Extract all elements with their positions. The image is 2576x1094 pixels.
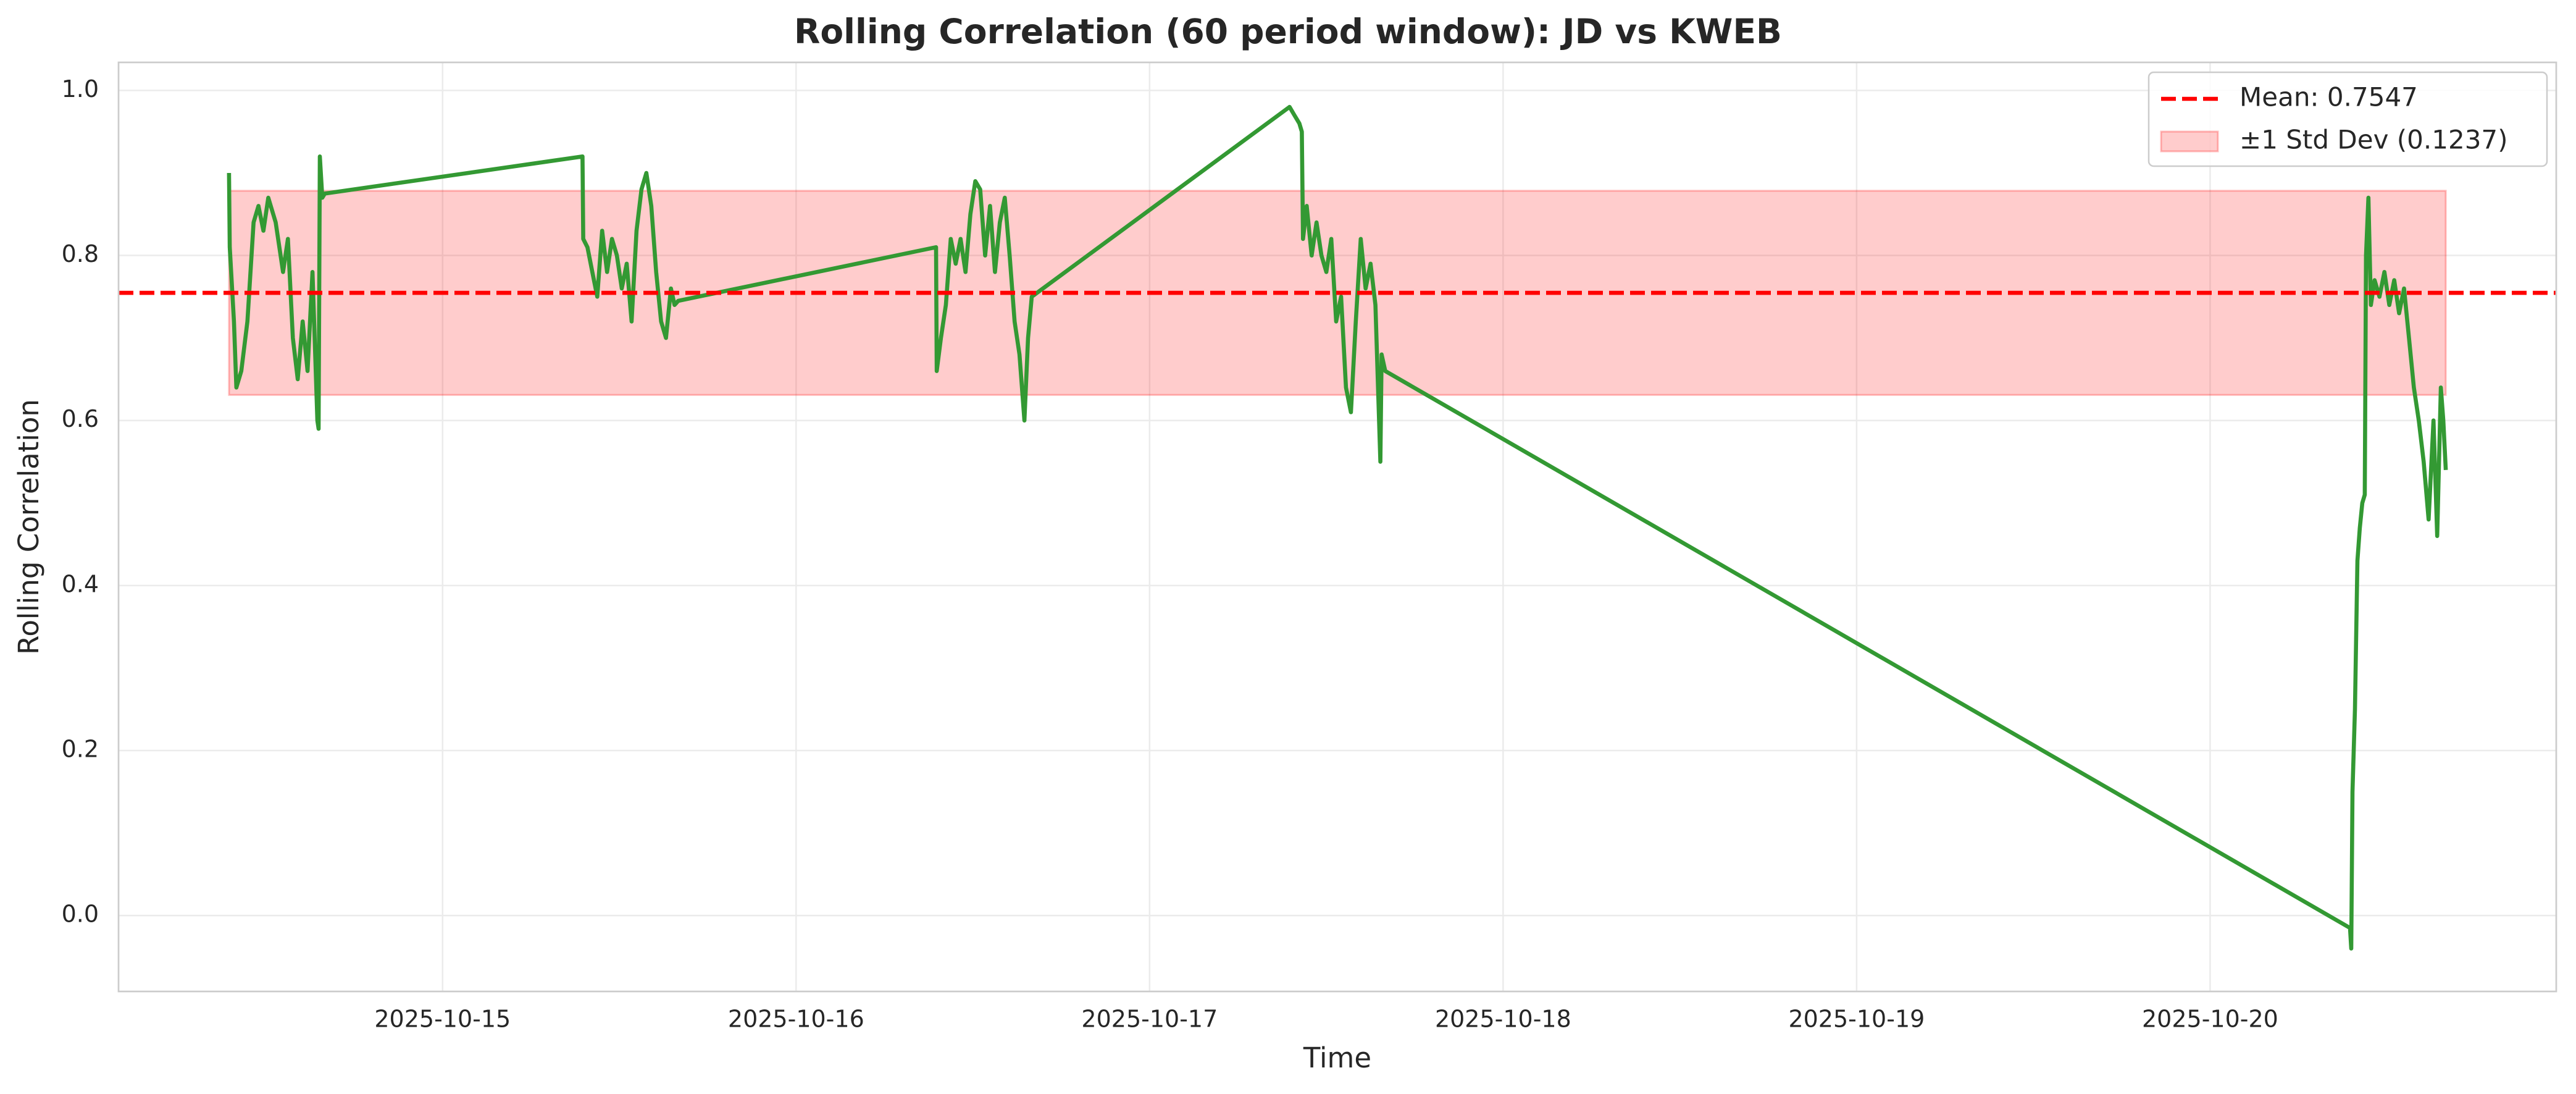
x-tick-label: 2025-10-18 bbox=[1435, 1006, 1571, 1033]
x-tick-label: 2025-10-17 bbox=[1081, 1006, 1218, 1033]
x-axis-label: Time bbox=[1303, 1041, 1371, 1074]
y-axis-label: Rolling Correlation bbox=[12, 399, 45, 655]
legend-band-swatch bbox=[2160, 130, 2219, 153]
legend-box bbox=[2147, 71, 2548, 167]
x-tick-label: 2025-10-19 bbox=[1788, 1006, 1925, 1033]
legend-label: Mean: 0.7547 bbox=[2239, 82, 2418, 112]
y-tick-label: 0.2 bbox=[62, 735, 99, 762]
y-tick-label: 0.8 bbox=[62, 240, 99, 267]
y-tick-label: 0.6 bbox=[62, 405, 99, 432]
chart-title: Rolling Correlation (60 period window): … bbox=[794, 12, 1782, 51]
y-tick-label: 0.4 bbox=[62, 570, 99, 597]
y-tick-label: 0.0 bbox=[62, 901, 99, 928]
plot-frame bbox=[117, 61, 2557, 993]
legend-label: ±1 Std Dev (0.1237) bbox=[2239, 125, 2508, 155]
y-tick-label: 1.0 bbox=[62, 75, 99, 103]
x-tick-label: 2025-10-16 bbox=[728, 1006, 864, 1033]
x-tick-label: 2025-10-20 bbox=[2142, 1006, 2278, 1033]
x-tick-label: 2025-10-15 bbox=[374, 1006, 511, 1033]
